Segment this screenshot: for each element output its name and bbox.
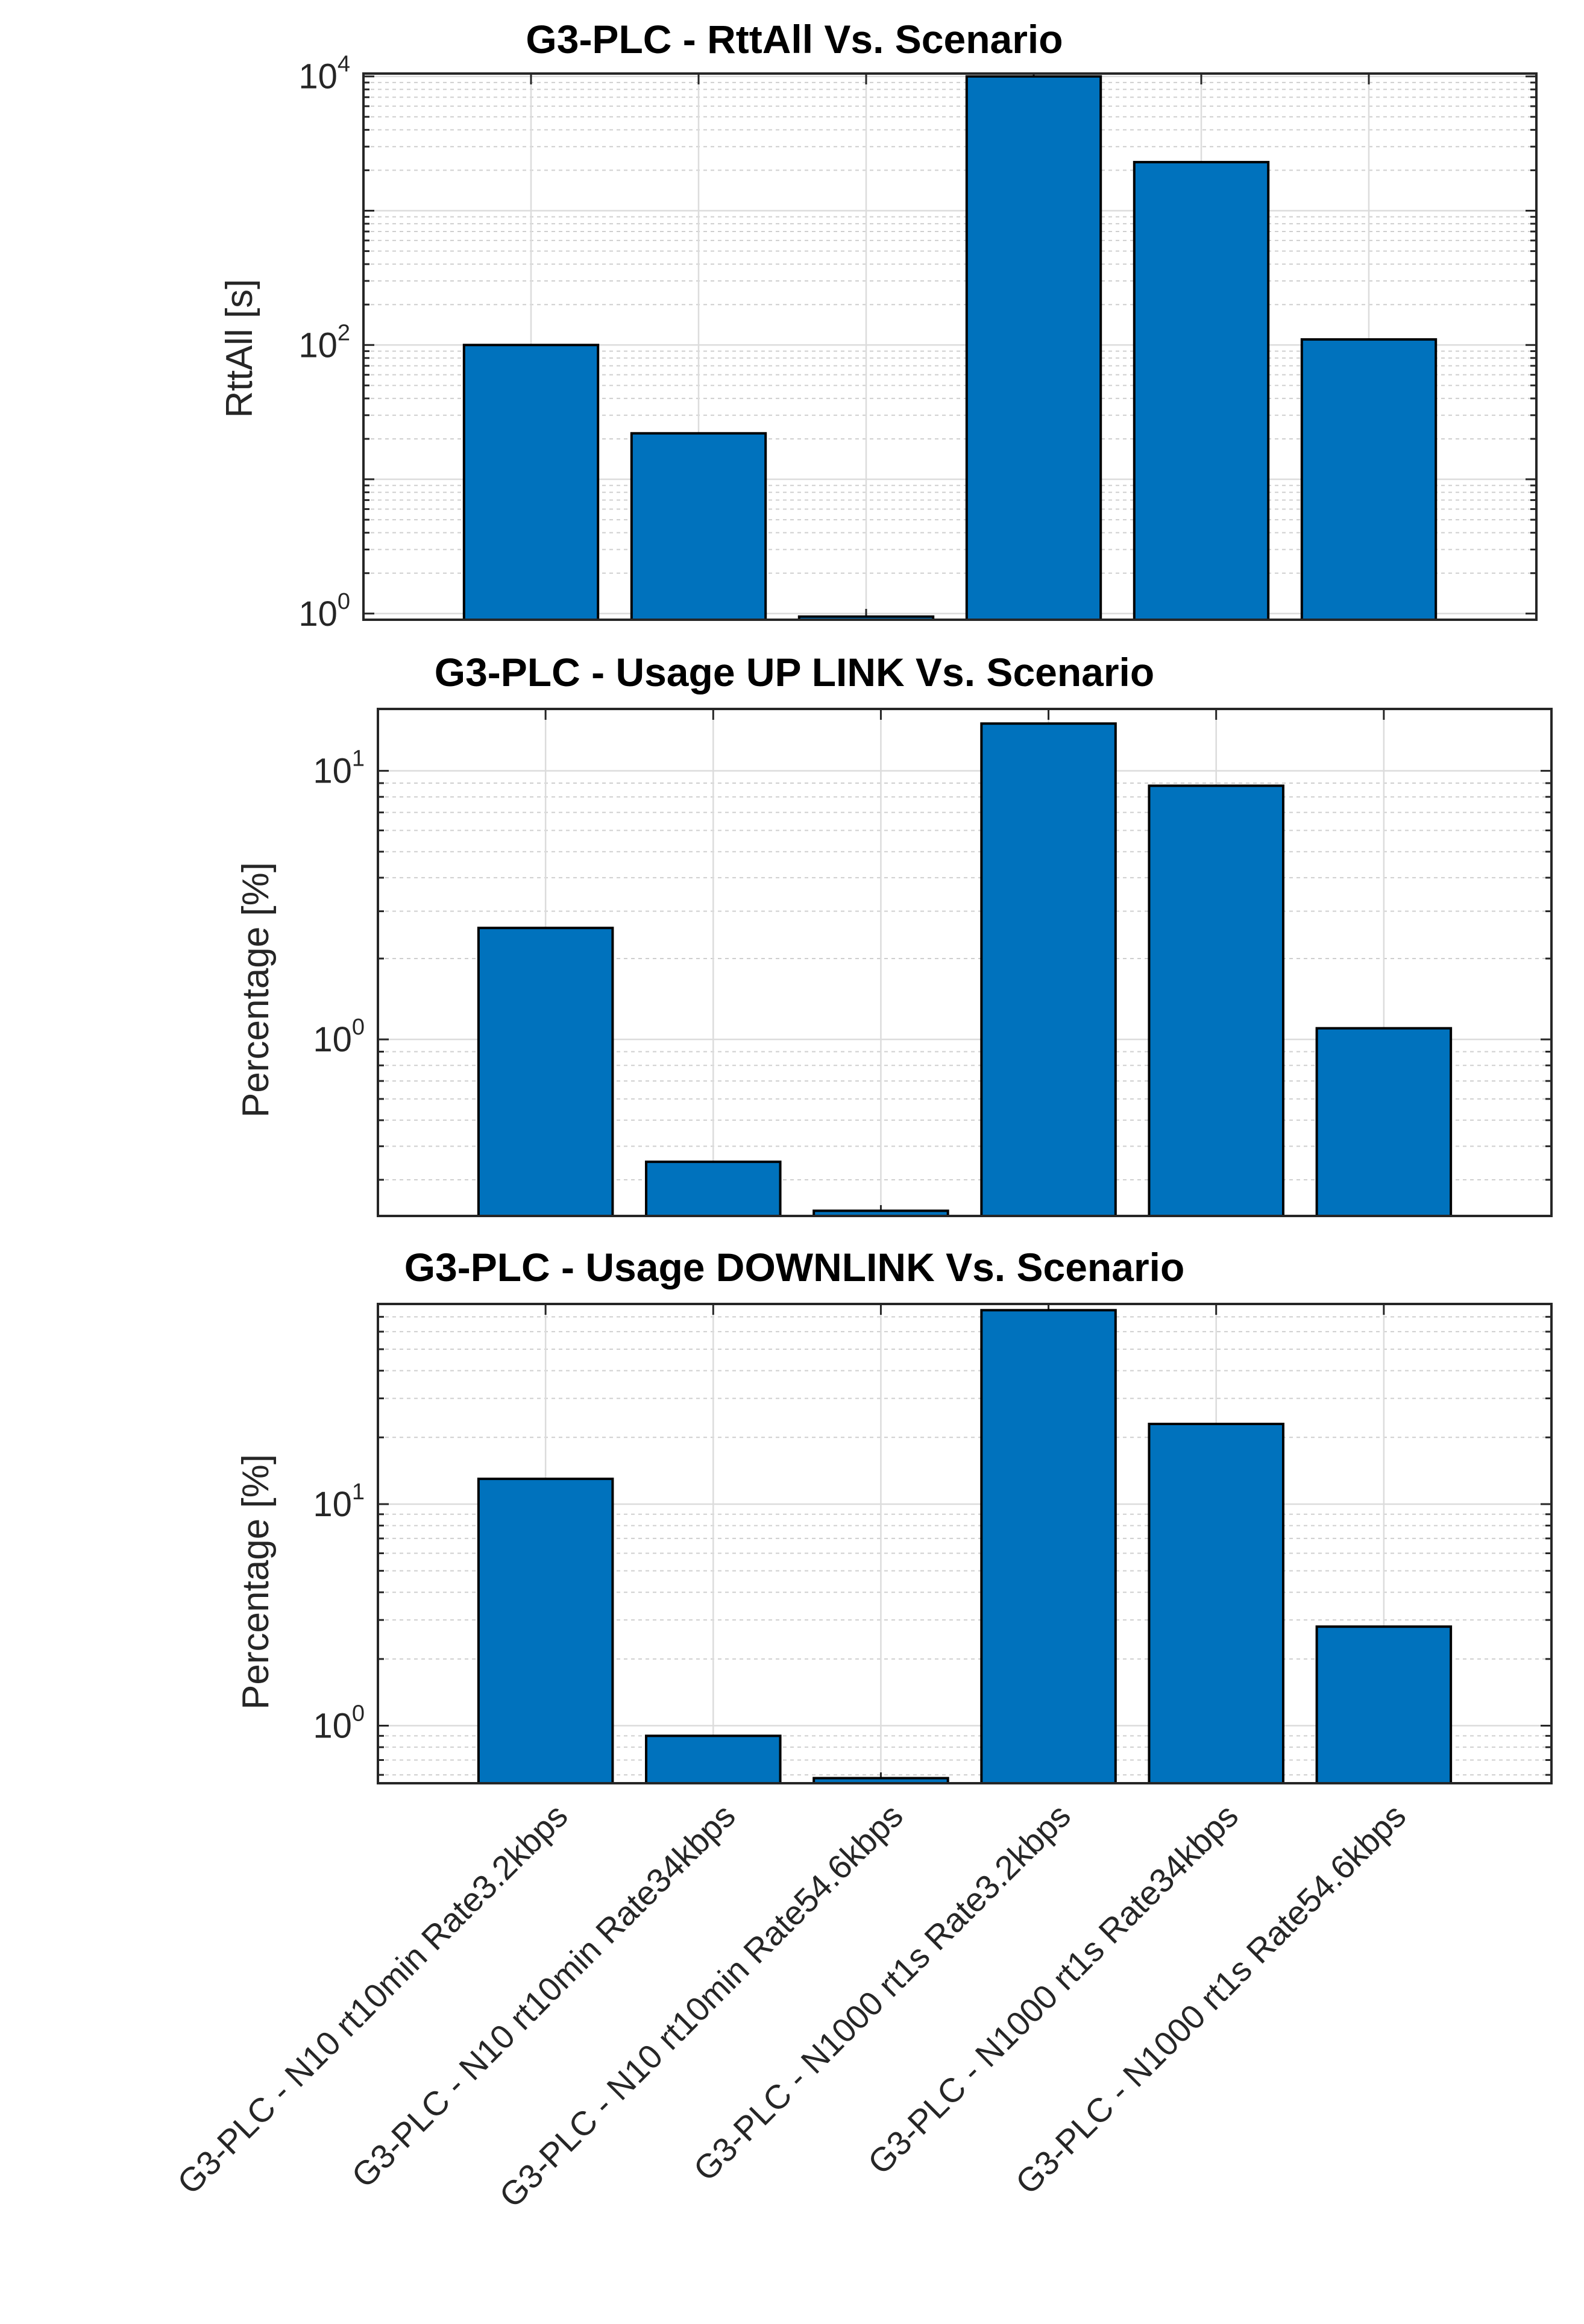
chart-title: G3-PLC - Usage UP LINK Vs. Scenario	[435, 650, 1154, 694]
y-axis-label: Percentage [%]	[235, 862, 277, 1118]
y-tick-label: 102	[298, 320, 350, 365]
plot-area: 100 101	[313, 708, 1553, 1218]
axes-frame	[362, 72, 1538, 621]
plot-area: 100 102 104	[298, 52, 1538, 634]
bar-6	[1315, 1625, 1453, 1784]
axes-frame	[377, 708, 1553, 1217]
x-tick-label: G3-PLC - N1000 rt1s Rate34kbps	[860, 1797, 1245, 2182]
grid	[378, 1303, 1551, 1783]
bar-4	[965, 75, 1102, 621]
subplot-usage-downlink: G3-PLC - Usage DOWNLINK Vs. Scenario Per…	[170, 1245, 1553, 2215]
chart-title: G3-PLC - Usage DOWNLINK Vs. Scenario	[404, 1245, 1185, 1290]
y-tick-label: 104	[298, 52, 350, 96]
bar-2	[645, 1734, 782, 1785]
bars	[477, 1309, 1453, 1785]
bars	[462, 75, 1438, 622]
chart-title: G3-PLC - RttAll Vs. Scenario	[526, 17, 1063, 61]
x-tick-label: G3-PLC - N10 rt10min Rate34kbps	[344, 1797, 743, 2195]
y-tick-label: 101	[313, 746, 365, 791]
y-tick-label: 100	[313, 1015, 365, 1059]
bar-1	[477, 927, 614, 1217]
bar-5	[1148, 784, 1284, 1218]
y-axis-label: Percentage [%]	[235, 1454, 277, 1710]
bar-5	[1148, 1423, 1284, 1784]
bar-2	[645, 1160, 782, 1217]
y-axis-label: RttAll [s]	[219, 279, 260, 418]
subplot-usage-uplink: G3-PLC - Usage UP LINK Vs. Scenario Perc…	[235, 650, 1553, 1218]
bar-4	[980, 1309, 1117, 1785]
y-tick-label: 101	[313, 1479, 365, 1524]
bar-4	[980, 722, 1117, 1217]
axes-frame	[377, 1303, 1553, 1784]
bar-6	[1300, 338, 1438, 622]
bar-1	[462, 344, 600, 621]
subplot-rttall: G3-PLC - RttAll Vs. Scenario RttAll [s] …	[219, 17, 1538, 634]
bar-6	[1315, 1027, 1453, 1218]
bar-5	[1133, 160, 1270, 621]
bar-2	[630, 432, 767, 622]
x-tick-label: G3-PLC - N1000 rt1s Rate3.2kbps	[686, 1797, 1078, 2188]
y-tick-label: 100	[298, 589, 350, 634]
y-tick-label: 100	[313, 1701, 365, 1746]
bars	[477, 722, 1453, 1218]
bar-1	[477, 1478, 614, 1784]
